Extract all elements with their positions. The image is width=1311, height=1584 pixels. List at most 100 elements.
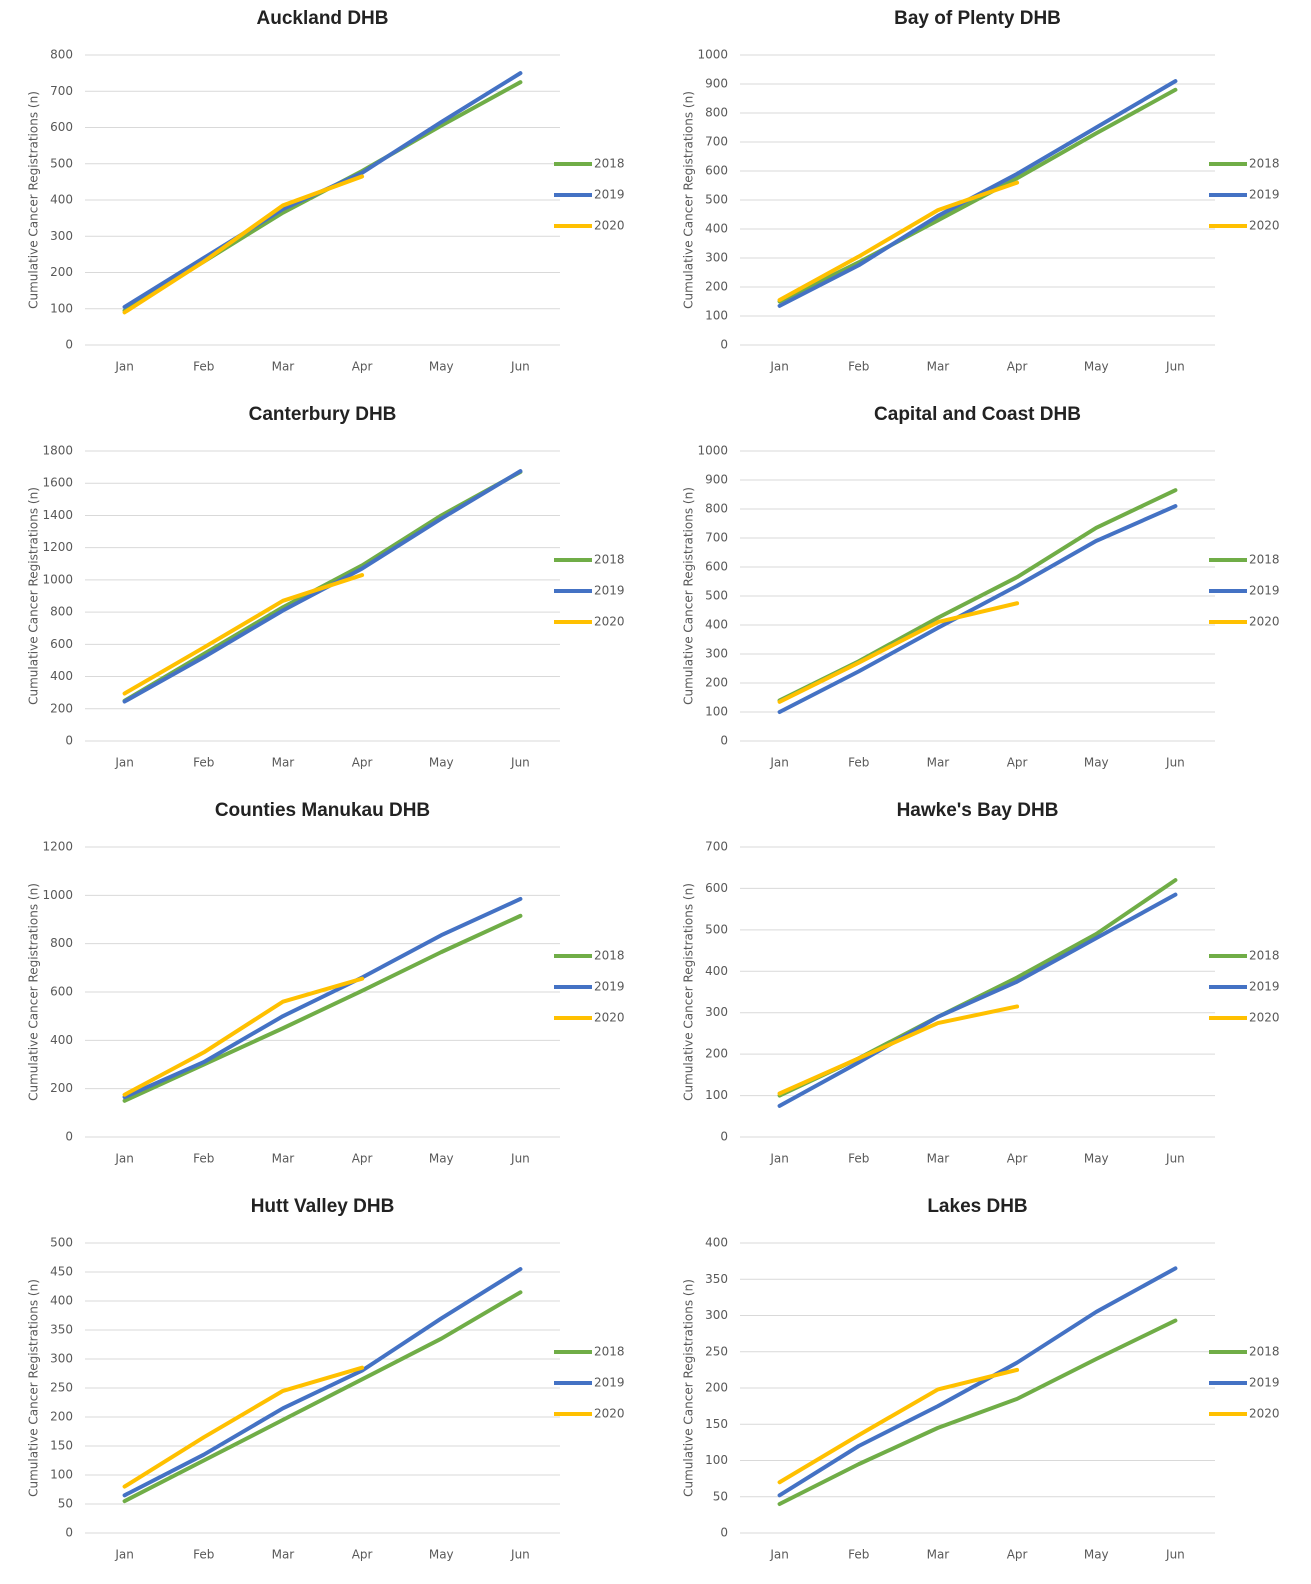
y-tick-label: 0 — [65, 1130, 73, 1144]
x-tick-label: Jun — [510, 1548, 530, 1562]
x-tick-label: Feb — [193, 756, 214, 770]
y-tick-label: 250 — [50, 1381, 73, 1395]
y-tick-label: 500 — [705, 589, 728, 603]
x-tick-label: Feb — [193, 360, 214, 374]
x-tick-label: Jan — [769, 1152, 789, 1166]
legend-label: 2020 — [594, 615, 625, 629]
x-tick-label: Jun — [510, 360, 530, 374]
line-series — [777, 878, 1178, 1098]
legend-label: 2020 — [1249, 219, 1280, 233]
legend-label: 2018 — [1249, 553, 1280, 567]
y-tick-label: 300 — [705, 251, 728, 265]
x-tick-label: Jan — [114, 1152, 134, 1166]
line-series — [122, 1267, 523, 1498]
chart: Canterbury DHB Cumulative Cancer Registra… — [27, 404, 625, 770]
x-tick-label: May — [429, 1548, 454, 1562]
legend-label: 2019 — [594, 1376, 625, 1390]
line-series — [122, 896, 523, 1100]
y-tick-label: 400 — [705, 1236, 728, 1250]
chart-title: Lakes DHB — [927, 1196, 1027, 1217]
line-series — [777, 87, 1178, 304]
chart: Hutt Valley DHB Cumulative Cancer Registr… — [27, 1196, 625, 1562]
y-tick-label: 800 — [50, 936, 73, 950]
x-tick-label: Feb — [848, 756, 869, 770]
y-tick-label: 700 — [705, 840, 728, 854]
x-tick-label: May — [429, 756, 454, 770]
y-tick-label: 300 — [50, 1352, 73, 1366]
y-tick-label: 400 — [50, 193, 73, 207]
chart-title: Counties Manukau DHB — [215, 800, 430, 821]
legend-label: 2020 — [1249, 615, 1280, 629]
y-tick-label: 600 — [50, 637, 73, 651]
y-tick-label: 800 — [705, 106, 728, 120]
x-tick-label: May — [429, 1152, 454, 1166]
chart-title: Auckland DHB — [257, 8, 389, 29]
y-tick-label: 600 — [705, 881, 728, 895]
x-tick-label: Jun — [510, 756, 530, 770]
y-tick-label: 200 — [50, 1081, 73, 1095]
legend-label: 2018 — [1249, 949, 1280, 963]
legend-label: 2019 — [1249, 188, 1280, 202]
x-tick-label: May — [1084, 756, 1109, 770]
y-tick-label: 100 — [705, 705, 728, 719]
y-tick-label: 500 — [50, 1236, 73, 1250]
line-series — [777, 504, 1178, 714]
x-tick-label: Mar — [927, 1152, 950, 1166]
y-tick-label: 1000 — [697, 48, 728, 62]
y-tick-label: 0 — [720, 1526, 728, 1540]
y-tick-label: 1600 — [42, 476, 73, 490]
x-tick-label: Jun — [1165, 756, 1185, 770]
legend-label: 2018 — [1249, 1345, 1280, 1359]
legend-label: 2018 — [594, 553, 625, 567]
y-tick-label: 200 — [705, 280, 728, 294]
y-tick-label: 50 — [58, 1497, 73, 1511]
line-series — [122, 976, 365, 1097]
y-tick-label: 350 — [705, 1272, 728, 1286]
legend-label: 2019 — [594, 980, 625, 994]
y-tick-label: 150 — [50, 1439, 73, 1453]
chart-title: Hutt Valley DHB — [251, 1196, 395, 1217]
y-tick-label: 500 — [705, 922, 728, 936]
x-tick-label: Mar — [927, 756, 950, 770]
x-tick-label: May — [1084, 1548, 1109, 1562]
x-tick-label: Apr — [1007, 1548, 1028, 1562]
chart: Counties Manukau DHB Cumulative Cancer Re… — [27, 800, 625, 1166]
chart: Auckland DHB Cumulative Cancer Registrati… — [27, 8, 625, 374]
y-tick-label: 200 — [705, 1047, 728, 1061]
line-series — [777, 1266, 1178, 1498]
y-tick-label: 500 — [50, 156, 73, 170]
legend-label: 2018 — [1249, 157, 1280, 171]
chart: Hawke's Bay DHB Cumulative Cancer Registr… — [682, 800, 1280, 1166]
legend-label: 2020 — [594, 1011, 625, 1025]
legend-label: 2018 — [594, 1345, 625, 1359]
x-tick-label: Jun — [1165, 1152, 1185, 1166]
y-axis-label: Cumulative Cancer Registrations (n) — [682, 883, 696, 1101]
x-tick-label: Mar — [927, 1548, 950, 1562]
x-tick-label: Feb — [848, 1152, 869, 1166]
y-tick-label: 100 — [50, 1468, 73, 1482]
y-tick-label: 300 — [705, 647, 728, 661]
y-tick-label: 800 — [705, 502, 728, 516]
y-tick-label: 300 — [705, 1308, 728, 1322]
x-tick-label: Feb — [848, 1548, 869, 1562]
x-tick-label: Apr — [352, 1548, 373, 1562]
x-tick-label: Jan — [769, 756, 789, 770]
line-series — [122, 573, 365, 696]
y-axis-label: Cumulative Cancer Registrations (n) — [682, 91, 696, 309]
x-tick-label: Apr — [1007, 360, 1028, 374]
y-tick-label: 400 — [705, 222, 728, 236]
legend-label: 2019 — [1249, 1376, 1280, 1390]
line-series — [122, 174, 365, 315]
x-tick-label: Apr — [352, 1152, 373, 1166]
y-tick-label: 300 — [50, 229, 73, 243]
chart-title: Bay of Plenty DHB — [894, 8, 1061, 29]
y-tick-label: 0 — [65, 338, 73, 352]
chart: Bay of Plenty DHB Cumulative Cancer Regis… — [682, 8, 1280, 374]
y-tick-label: 100 — [50, 301, 73, 315]
y-tick-label: 0 — [720, 338, 728, 352]
y-tick-label: 400 — [705, 618, 728, 632]
y-tick-label: 450 — [50, 1265, 73, 1279]
x-tick-label: Jun — [1165, 1548, 1185, 1562]
x-tick-label: Jun — [510, 1152, 530, 1166]
y-tick-label: 300 — [705, 1005, 728, 1019]
